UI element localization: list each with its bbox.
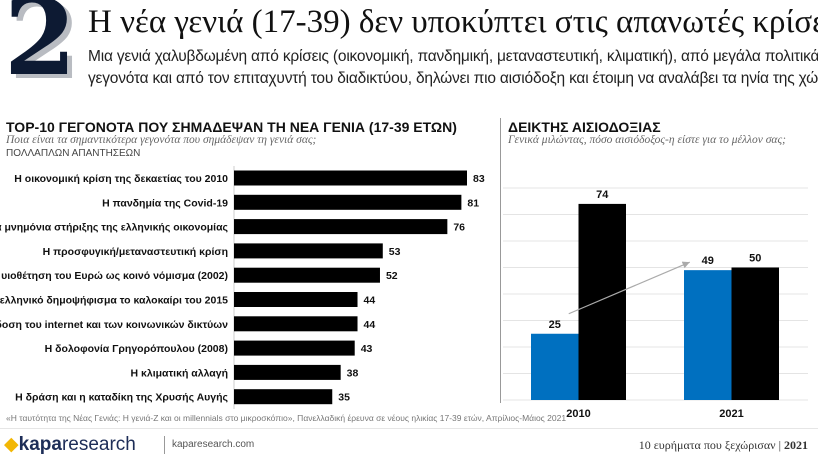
category-label: Η διάδοση του internet και των κοινωνικώ… bbox=[0, 319, 228, 331]
category-label: Η προσφυγική/μεταναστευτική κρίση bbox=[43, 246, 228, 258]
bar-5 bbox=[234, 292, 358, 307]
value-label: 81 bbox=[467, 197, 479, 209]
category-label: Η δολοφονία Γρηγορόπουλου (2008) bbox=[45, 343, 228, 355]
category-label: 2021 bbox=[719, 408, 743, 420]
left-chart-title: TOP-10 ΓΕΓΟΝΟΤΑ ΠΟΥ ΣΗΜΑΔΕΨΑΝ ΤΗ ΝΕΑ ΓΕΝ… bbox=[6, 119, 457, 135]
right-chart-title: ΔΕΙΚΤΗΣ ΑΙΣΙΟΔΟΞΙΑΣ bbox=[508, 119, 661, 135]
value-label: 35 bbox=[338, 392, 350, 404]
footer-series-label: 10 ευρήματα που ξεχώρισαν | 2021 bbox=[638, 438, 808, 452]
bar-8 bbox=[234, 364, 341, 380]
bar-2021-series-1 bbox=[731, 267, 779, 400]
bar-2010-series-1 bbox=[578, 203, 626, 400]
bar-3 bbox=[234, 243, 383, 259]
value-label: 53 bbox=[389, 246, 401, 258]
value-label: 38 bbox=[347, 367, 359, 379]
section-number: 2 bbox=[4, 0, 77, 99]
category-label: Η δράση και η καταδίκη της Χρυσής Αυγής bbox=[15, 392, 228, 404]
right-chart-question: Γενικά μιλώντας, πόσο αισιόδοξος-η είστε… bbox=[508, 134, 786, 146]
bar-4 bbox=[234, 267, 380, 283]
page-title: Η νέα γενιά (17-39) δεν υποκύπτει στις α… bbox=[88, 4, 818, 40]
bar-9 bbox=[234, 389, 333, 405]
left-chart-question: Ποια είναι τα σημαντικότερα γεγονότα που… bbox=[6, 134, 317, 146]
bar-0 bbox=[234, 170, 467, 186]
value-label: 44 bbox=[364, 319, 376, 331]
bar-7 bbox=[234, 340, 355, 356]
bar-2021-series-0 bbox=[684, 270, 732, 400]
category-label: Τα μνημόνια στήριξης της ελληνικής οικον… bbox=[0, 222, 229, 234]
value-label: 49 bbox=[702, 255, 714, 267]
footer-divider bbox=[0, 428, 818, 429]
divider bbox=[500, 118, 501, 403]
value-label: 44 bbox=[364, 295, 376, 307]
website-link[interactable]: kaparesearch.com bbox=[172, 439, 255, 450]
category-label: Η πανδημία της Covid-19 bbox=[102, 197, 228, 209]
bar-2010-series-0 bbox=[531, 333, 579, 400]
subtitle-line-1: Μια γενιά χαλυβδωμένη από κρίσεις (οικον… bbox=[88, 48, 818, 65]
value-label: 83 bbox=[473, 173, 485, 185]
category-label: Η κλιματική αλλαγή bbox=[131, 367, 229, 379]
subtitle-line-2: γεγονότα και από τον επιταχυντή του διαδ… bbox=[88, 70, 818, 87]
footnote: «Η ταυτότητα της Νέας Γενιάς: Η γενιά-Z … bbox=[6, 413, 567, 423]
value-label: 43 bbox=[361, 343, 373, 355]
value-label: 50 bbox=[749, 253, 761, 265]
category-label: Η οικονομική κρίση της δεκαετίας του 201… bbox=[14, 173, 228, 185]
value-label: 76 bbox=[453, 222, 465, 234]
logo-separator bbox=[164, 436, 165, 454]
bar-1 bbox=[234, 194, 462, 210]
category-label: Η υιοθέτηση του Ευρώ ως κοινό νόμισμα (2… bbox=[0, 270, 228, 282]
value-label: 25 bbox=[549, 319, 561, 331]
kapa-research-logo: ◆kaparesearch bbox=[4, 434, 136, 455]
value-label: 52 bbox=[386, 270, 398, 282]
category-label: Το ελληνικό δημοψήφισμα το καλοκαίρι του… bbox=[0, 295, 228, 307]
category-label: 2010 bbox=[566, 408, 590, 420]
left-chart-note: ΠΟΛΛΑΠΛΩΝ ΑΠΑΝΤΗΣΕΩΝ bbox=[6, 148, 141, 159]
trend-arrow bbox=[568, 261, 690, 315]
value-label: 74 bbox=[596, 189, 609, 201]
bar-2 bbox=[234, 219, 448, 235]
bar-6 bbox=[234, 316, 358, 332]
